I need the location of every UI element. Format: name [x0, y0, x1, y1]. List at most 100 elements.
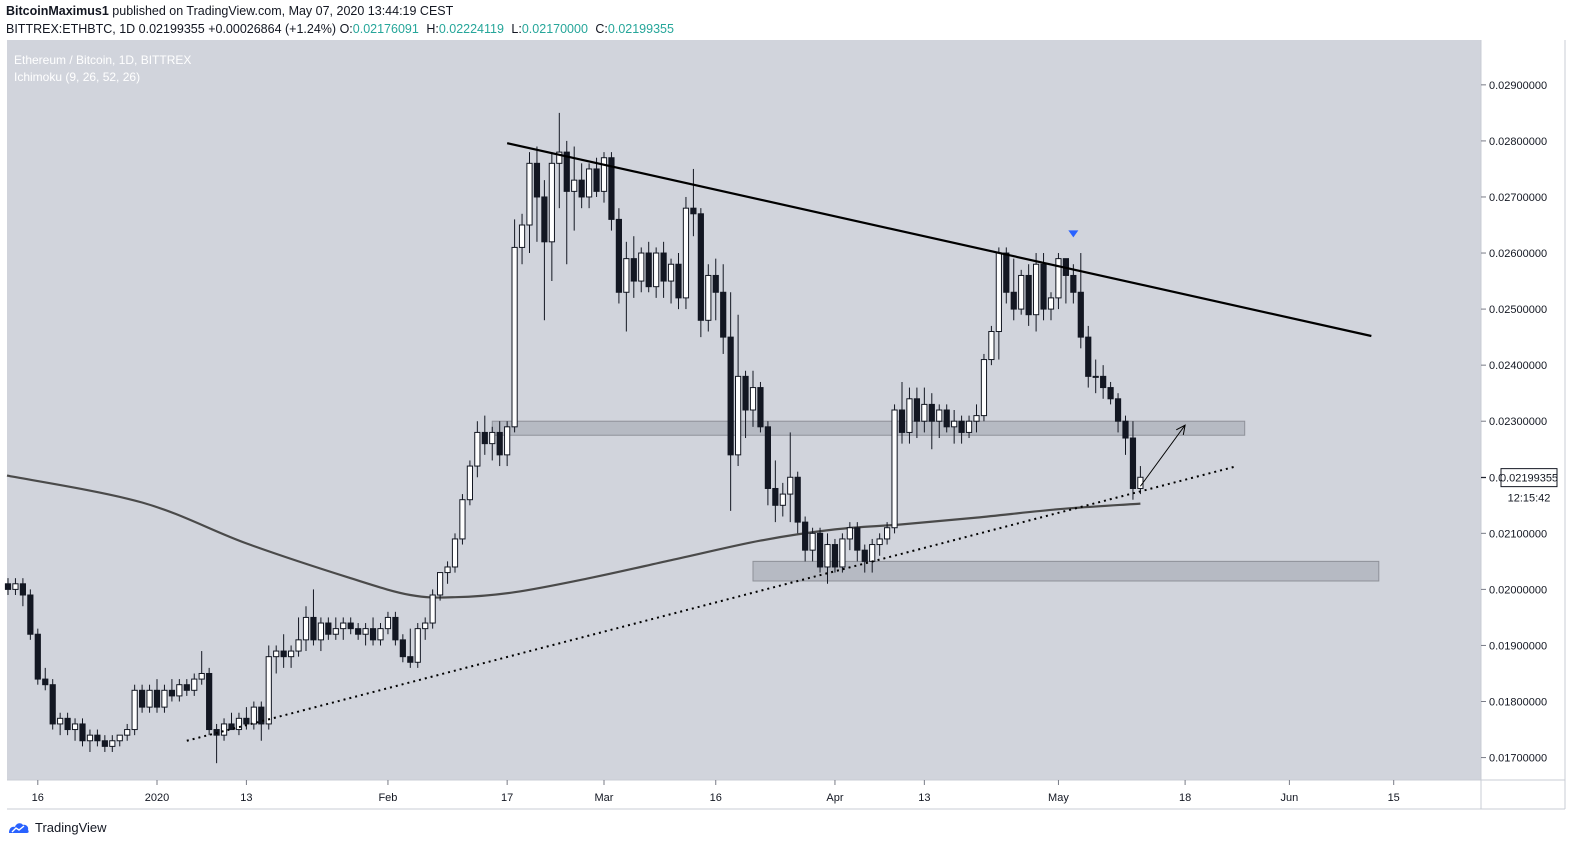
candle-down: [34, 633, 41, 680]
price-tick-label: 0.02000000: [1489, 584, 1547, 596]
candle-up: [682, 207, 690, 299]
time-tick-label: 16: [32, 792, 44, 804]
candle-up: [921, 403, 928, 422]
candle-up: [623, 258, 630, 293]
candle-up: [414, 628, 421, 663]
candle-down: [898, 409, 906, 433]
candle-down: [712, 274, 719, 293]
time-tick-label: 13: [240, 792, 252, 804]
candle-up: [779, 493, 786, 506]
price-tick-label: 0.02900000: [1489, 80, 1547, 92]
last-price: 0.02199355: [138, 22, 205, 36]
candle-down: [168, 689, 176, 697]
candle-up: [735, 375, 742, 456]
candle-down: [854, 527, 861, 551]
candle-up: [906, 398, 913, 433]
candle-down: [139, 689, 146, 708]
candle-up: [511, 246, 518, 428]
candle-up: [198, 672, 205, 680]
candle-up: [869, 544, 876, 562]
candle-down: [392, 616, 399, 641]
price-axis-panel: [1481, 40, 1565, 780]
candle-down: [1100, 375, 1107, 389]
candle-down: [79, 723, 86, 742]
price-tick-label: 0.01700000: [1489, 753, 1547, 765]
candle-up: [995, 252, 1002, 333]
candles-layer: [4, 112, 1144, 764]
candle-up: [891, 409, 898, 529]
candle-down: [369, 628, 377, 641]
candle-down: [1040, 263, 1047, 310]
time-tick-label: 13: [918, 792, 930, 804]
moving-average-line: [6, 474, 1141, 599]
candle-up: [973, 415, 980, 422]
candle-up: [451, 538, 459, 568]
resistance-zone: [491, 420, 1246, 436]
candle-down: [1010, 291, 1017, 310]
candle-up: [459, 499, 466, 540]
candle-up: [936, 409, 943, 422]
countdown-label: 12:15:42: [1508, 493, 1551, 505]
candle-up: [71, 723, 79, 731]
low-value: 0.02170000: [521, 22, 588, 36]
candle-up: [951, 420, 958, 428]
candle-up: [86, 734, 94, 742]
brand-label: TradingView: [35, 820, 107, 835]
time-tick-label: 16: [710, 792, 722, 804]
candle-up: [667, 263, 675, 282]
candle-up: [437, 572, 444, 596]
price-tick-label: 0.02800000: [1489, 136, 1547, 148]
price-change: +0.00026864 (+1.24%): [208, 22, 337, 36]
candle-up: [444, 566, 451, 574]
candle-up: [317, 622, 324, 641]
candle-up: [109, 740, 116, 747]
candle-up: [12, 583, 19, 590]
time-tick-label: Feb: [378, 792, 397, 804]
symbol-label: BITTREX:ETHBTC, 1D: [6, 22, 136, 36]
open-value: 0.02176091: [352, 22, 419, 36]
candle-up: [429, 594, 436, 624]
header-ohlc-line: BITTREX:ETHBTC, 1D 0.02199355 +0.0002686…: [6, 22, 678, 36]
descending-trendline: [506, 142, 1372, 338]
candle-down: [27, 594, 34, 635]
signal-marker: [1068, 230, 1079, 238]
candle-down: [243, 717, 250, 725]
candle-up: [295, 639, 302, 652]
high-label: H:: [426, 22, 439, 36]
candle-up: [787, 476, 794, 495]
tradingview-brand[interactable]: TradingView: [8, 820, 107, 835]
candle-up: [809, 532, 816, 551]
close-value: 0.02199355: [607, 22, 674, 36]
candle-up: [57, 717, 64, 725]
candle-up: [876, 538, 883, 546]
price-axis[interactable]: 0.02900000 0.02800000 0.02700000 0.02600000…: [1481, 80, 1558, 765]
candle-down: [615, 218, 622, 293]
time-tick-label: 15: [1388, 792, 1400, 804]
candle-down: [280, 650, 287, 658]
candle-down: [861, 549, 868, 562]
candle-down: [1077, 291, 1084, 338]
candle-up: [824, 544, 831, 568]
time-tick-label: Apr: [826, 792, 843, 804]
candle-down: [958, 420, 965, 433]
time-tick-label: Mar: [595, 792, 614, 804]
candle-up: [556, 151, 563, 164]
candle-up: [846, 527, 853, 540]
candle-up: [176, 684, 183, 697]
header-author-line: BitcoinMaximus1 published on TradingView…: [6, 4, 453, 18]
zones-layer: [491, 420, 1380, 582]
candle-down: [772, 487, 779, 506]
price-tick-label: 0.02300000: [1489, 416, 1547, 428]
candle-down: [593, 168, 600, 192]
drawings-layer: [186, 142, 1372, 742]
candle-up: [526, 162, 533, 226]
candle-down: [802, 521, 809, 551]
time-tick-label: 17: [501, 792, 513, 804]
price-tick-label: 0.02500000: [1489, 304, 1547, 316]
time-tick-label: 18: [1179, 792, 1191, 804]
author-name[interactable]: BitcoinMaximus1: [6, 4, 109, 18]
high-value: 0.02224119: [438, 22, 504, 36]
candle-up: [265, 656, 272, 725]
time-axis[interactable]: 16 2020 13 Feb 17 Mar 16 Apr 13 May 18 Jun 15: [32, 780, 1400, 804]
